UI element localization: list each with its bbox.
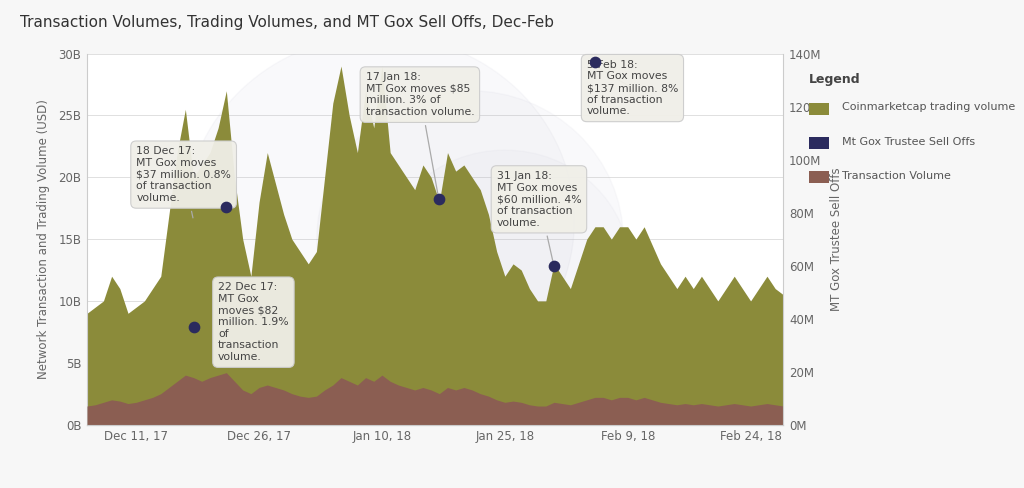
Text: 22 Dec 17:
MT Gox
moves $82
million. 1.9%
of
transaction
volume.: 22 Dec 17: MT Gox moves $82 million. 1.9… xyxy=(218,283,289,362)
Text: 17 Jan 18:
MT Gox moves $85
million. 3% of
transaction volume.: 17 Jan 18: MT Gox moves $85 million. 3% … xyxy=(366,72,474,199)
Text: 18 Dec 17:
MT Gox moves
$37 million. 0.8%
of transaction
volume.: 18 Dec 17: MT Gox moves $37 million. 0.8… xyxy=(136,146,231,218)
Y-axis label: MT Gox Trustee Sell Offs: MT Gox Trustee Sell Offs xyxy=(829,167,843,311)
Ellipse shape xyxy=(184,35,574,406)
Y-axis label: Network Transaction and Trading Volume (USD): Network Transaction and Trading Volume (… xyxy=(37,99,50,379)
Text: Legend: Legend xyxy=(809,73,860,86)
Text: 31 Jan 18:
MT Gox moves
$60 million. 4%
of transaction
volume.: 31 Jan 18: MT Gox moves $60 million. 4% … xyxy=(497,171,582,264)
Point xyxy=(431,196,447,203)
Point xyxy=(185,323,202,330)
Text: Transaction Volume: Transaction Volume xyxy=(842,171,950,181)
Ellipse shape xyxy=(316,91,624,387)
Point xyxy=(218,203,234,211)
Text: Transaction Volumes, Trading Volumes, and MT Gox Sell Offs, Dec-Feb: Transaction Volumes, Trading Volumes, an… xyxy=(20,15,554,30)
FancyBboxPatch shape xyxy=(809,137,828,149)
Text: Mt Gox Trustee Sell Offs: Mt Gox Trustee Sell Offs xyxy=(842,137,975,146)
Text: Coinmarketcap trading volume: Coinmarketcap trading volume xyxy=(842,102,1015,112)
Point xyxy=(587,58,603,65)
FancyBboxPatch shape xyxy=(809,103,828,115)
Point xyxy=(546,262,562,269)
Ellipse shape xyxy=(380,150,630,387)
Text: 5 Feb 18:
MT Gox moves
$137 million. 8%
of transaction
volume.: 5 Feb 18: MT Gox moves $137 million. 8% … xyxy=(587,60,678,116)
FancyBboxPatch shape xyxy=(809,171,828,183)
